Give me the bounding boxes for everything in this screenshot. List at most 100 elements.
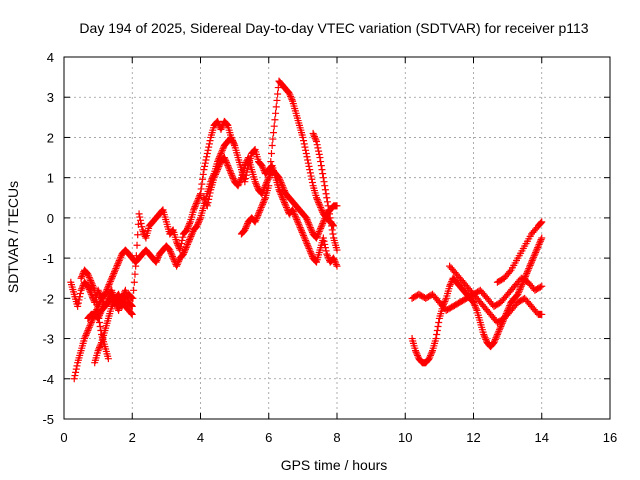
data-point	[175, 257, 183, 265]
data-point	[224, 162, 232, 170]
data-point	[199, 170, 207, 178]
data-point	[270, 122, 278, 130]
data-point	[87, 318, 95, 326]
data-point	[116, 255, 124, 263]
data-point	[332, 261, 340, 269]
data-point	[115, 258, 123, 266]
data-point	[258, 162, 266, 170]
data-point	[524, 266, 532, 274]
data-point	[203, 200, 211, 208]
data-point	[138, 226, 146, 234]
data-point	[274, 84, 282, 92]
data-point	[181, 245, 189, 253]
data-point	[300, 140, 308, 148]
data-point	[525, 265, 533, 273]
data-point	[223, 160, 231, 168]
data-point	[270, 129, 278, 137]
data-point	[184, 223, 192, 231]
data-point	[101, 290, 109, 298]
data-point	[315, 199, 323, 207]
data-point	[108, 302, 116, 310]
data-point	[205, 195, 213, 203]
data-point	[78, 283, 86, 291]
data-point	[221, 155, 229, 163]
data-point	[432, 335, 440, 343]
series-trace-k	[446, 262, 546, 326]
data-point	[184, 240, 192, 248]
data-point	[128, 310, 136, 318]
data-point	[321, 182, 329, 190]
data-point	[536, 220, 544, 228]
data-point	[104, 298, 112, 306]
data-point	[201, 159, 209, 167]
x-tick-label: 4	[197, 430, 204, 445]
data-point	[252, 216, 260, 224]
data-point	[256, 207, 264, 215]
data-point	[173, 262, 181, 270]
data-point	[253, 213, 261, 221]
data-point	[205, 192, 213, 200]
data-point	[110, 269, 118, 277]
data-point	[93, 306, 101, 314]
data-point	[306, 222, 314, 230]
y-tick-label: 3	[47, 90, 54, 105]
data-point	[320, 178, 328, 186]
data-point	[191, 203, 199, 211]
data-point	[108, 301, 116, 309]
data-point	[91, 286, 99, 294]
data-point	[323, 252, 331, 260]
series-trace-e	[91, 290, 136, 367]
data-point	[304, 159, 312, 167]
data-point	[83, 330, 91, 338]
data-point	[527, 260, 535, 268]
data-point	[308, 175, 316, 183]
data-point	[250, 146, 258, 154]
data-point	[315, 200, 323, 208]
data-point	[227, 170, 235, 178]
data-point	[109, 299, 117, 307]
data-point	[305, 162, 313, 170]
data-point	[102, 289, 110, 297]
data-point	[106, 279, 114, 287]
data-point	[291, 212, 299, 220]
data-point	[204, 146, 212, 154]
data-point	[307, 172, 315, 180]
data-point	[184, 224, 192, 232]
data-point	[114, 260, 122, 268]
data-point	[316, 202, 324, 210]
data-point	[275, 174, 283, 182]
data-point	[137, 220, 145, 228]
data-point	[333, 202, 341, 210]
data-point	[136, 216, 144, 224]
data-point	[252, 215, 260, 223]
y-tick-label: 0	[47, 211, 54, 226]
data-point	[201, 162, 209, 170]
data-point	[301, 143, 309, 151]
data-point	[216, 151, 224, 159]
data-point	[219, 145, 227, 153]
data-point	[203, 202, 211, 210]
data-point	[131, 270, 139, 278]
data-point	[199, 175, 207, 183]
data-point	[85, 325, 93, 333]
data-point	[154, 255, 162, 263]
data-point	[206, 189, 214, 197]
data-point	[267, 150, 275, 158]
x-tick-label: 6	[265, 430, 272, 445]
data-point	[304, 219, 312, 227]
data-point	[304, 156, 312, 164]
data-point	[313, 141, 321, 149]
data-point	[528, 257, 536, 265]
x-axis-title: GPS time / hours	[281, 457, 388, 473]
data-point	[94, 347, 102, 355]
data-point	[251, 178, 259, 186]
data-point	[222, 158, 230, 166]
data-point	[533, 245, 541, 253]
data-point	[104, 284, 112, 292]
data-point	[538, 282, 546, 290]
data-point	[228, 171, 236, 179]
series-trace-i	[408, 234, 546, 367]
data-point	[518, 281, 526, 289]
data-point	[95, 288, 103, 296]
data-point	[322, 247, 330, 255]
